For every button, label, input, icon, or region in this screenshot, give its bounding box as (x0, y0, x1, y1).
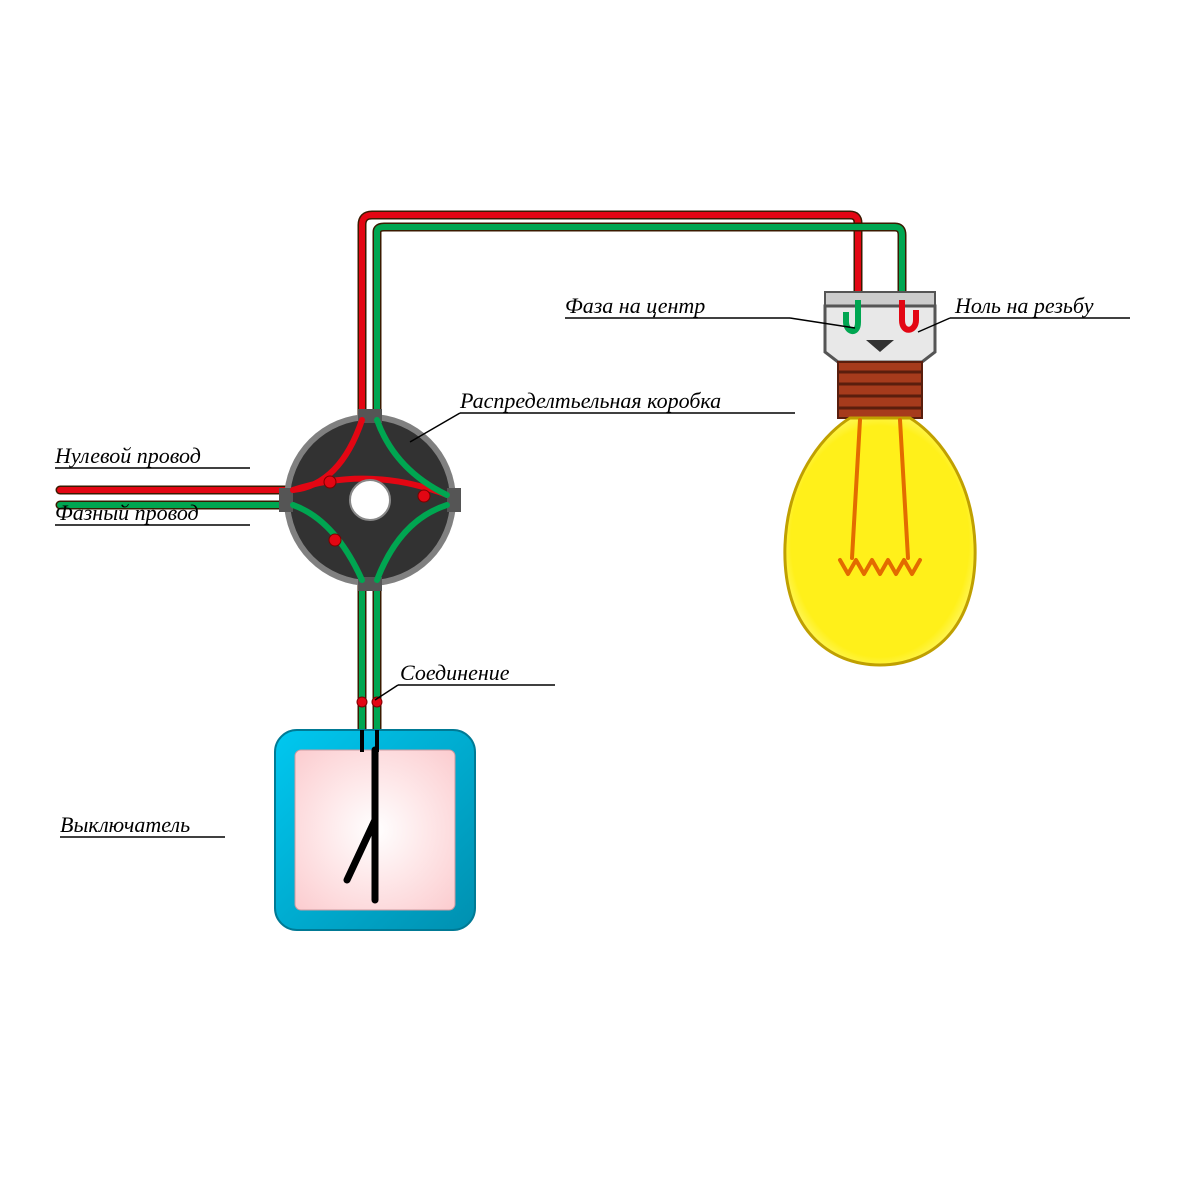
label-junction-box: Распределтьельная коробка (459, 388, 721, 413)
label-phase-center: Фаза на центр (565, 293, 705, 318)
canvas-bg (0, 0, 1200, 1200)
label-connection: Соединение (400, 660, 510, 685)
wiring-diagram: Нулевой провод Фазный провод Распределть… (0, 0, 1200, 1200)
switch (275, 730, 475, 930)
label-neutral-thread: Ноль на резьбу (954, 293, 1094, 318)
label-phase-wire: Фазный провод (55, 500, 199, 525)
label-switch: Выключатель (60, 812, 190, 837)
label-neutral-wire: Нулевой провод (54, 443, 201, 468)
